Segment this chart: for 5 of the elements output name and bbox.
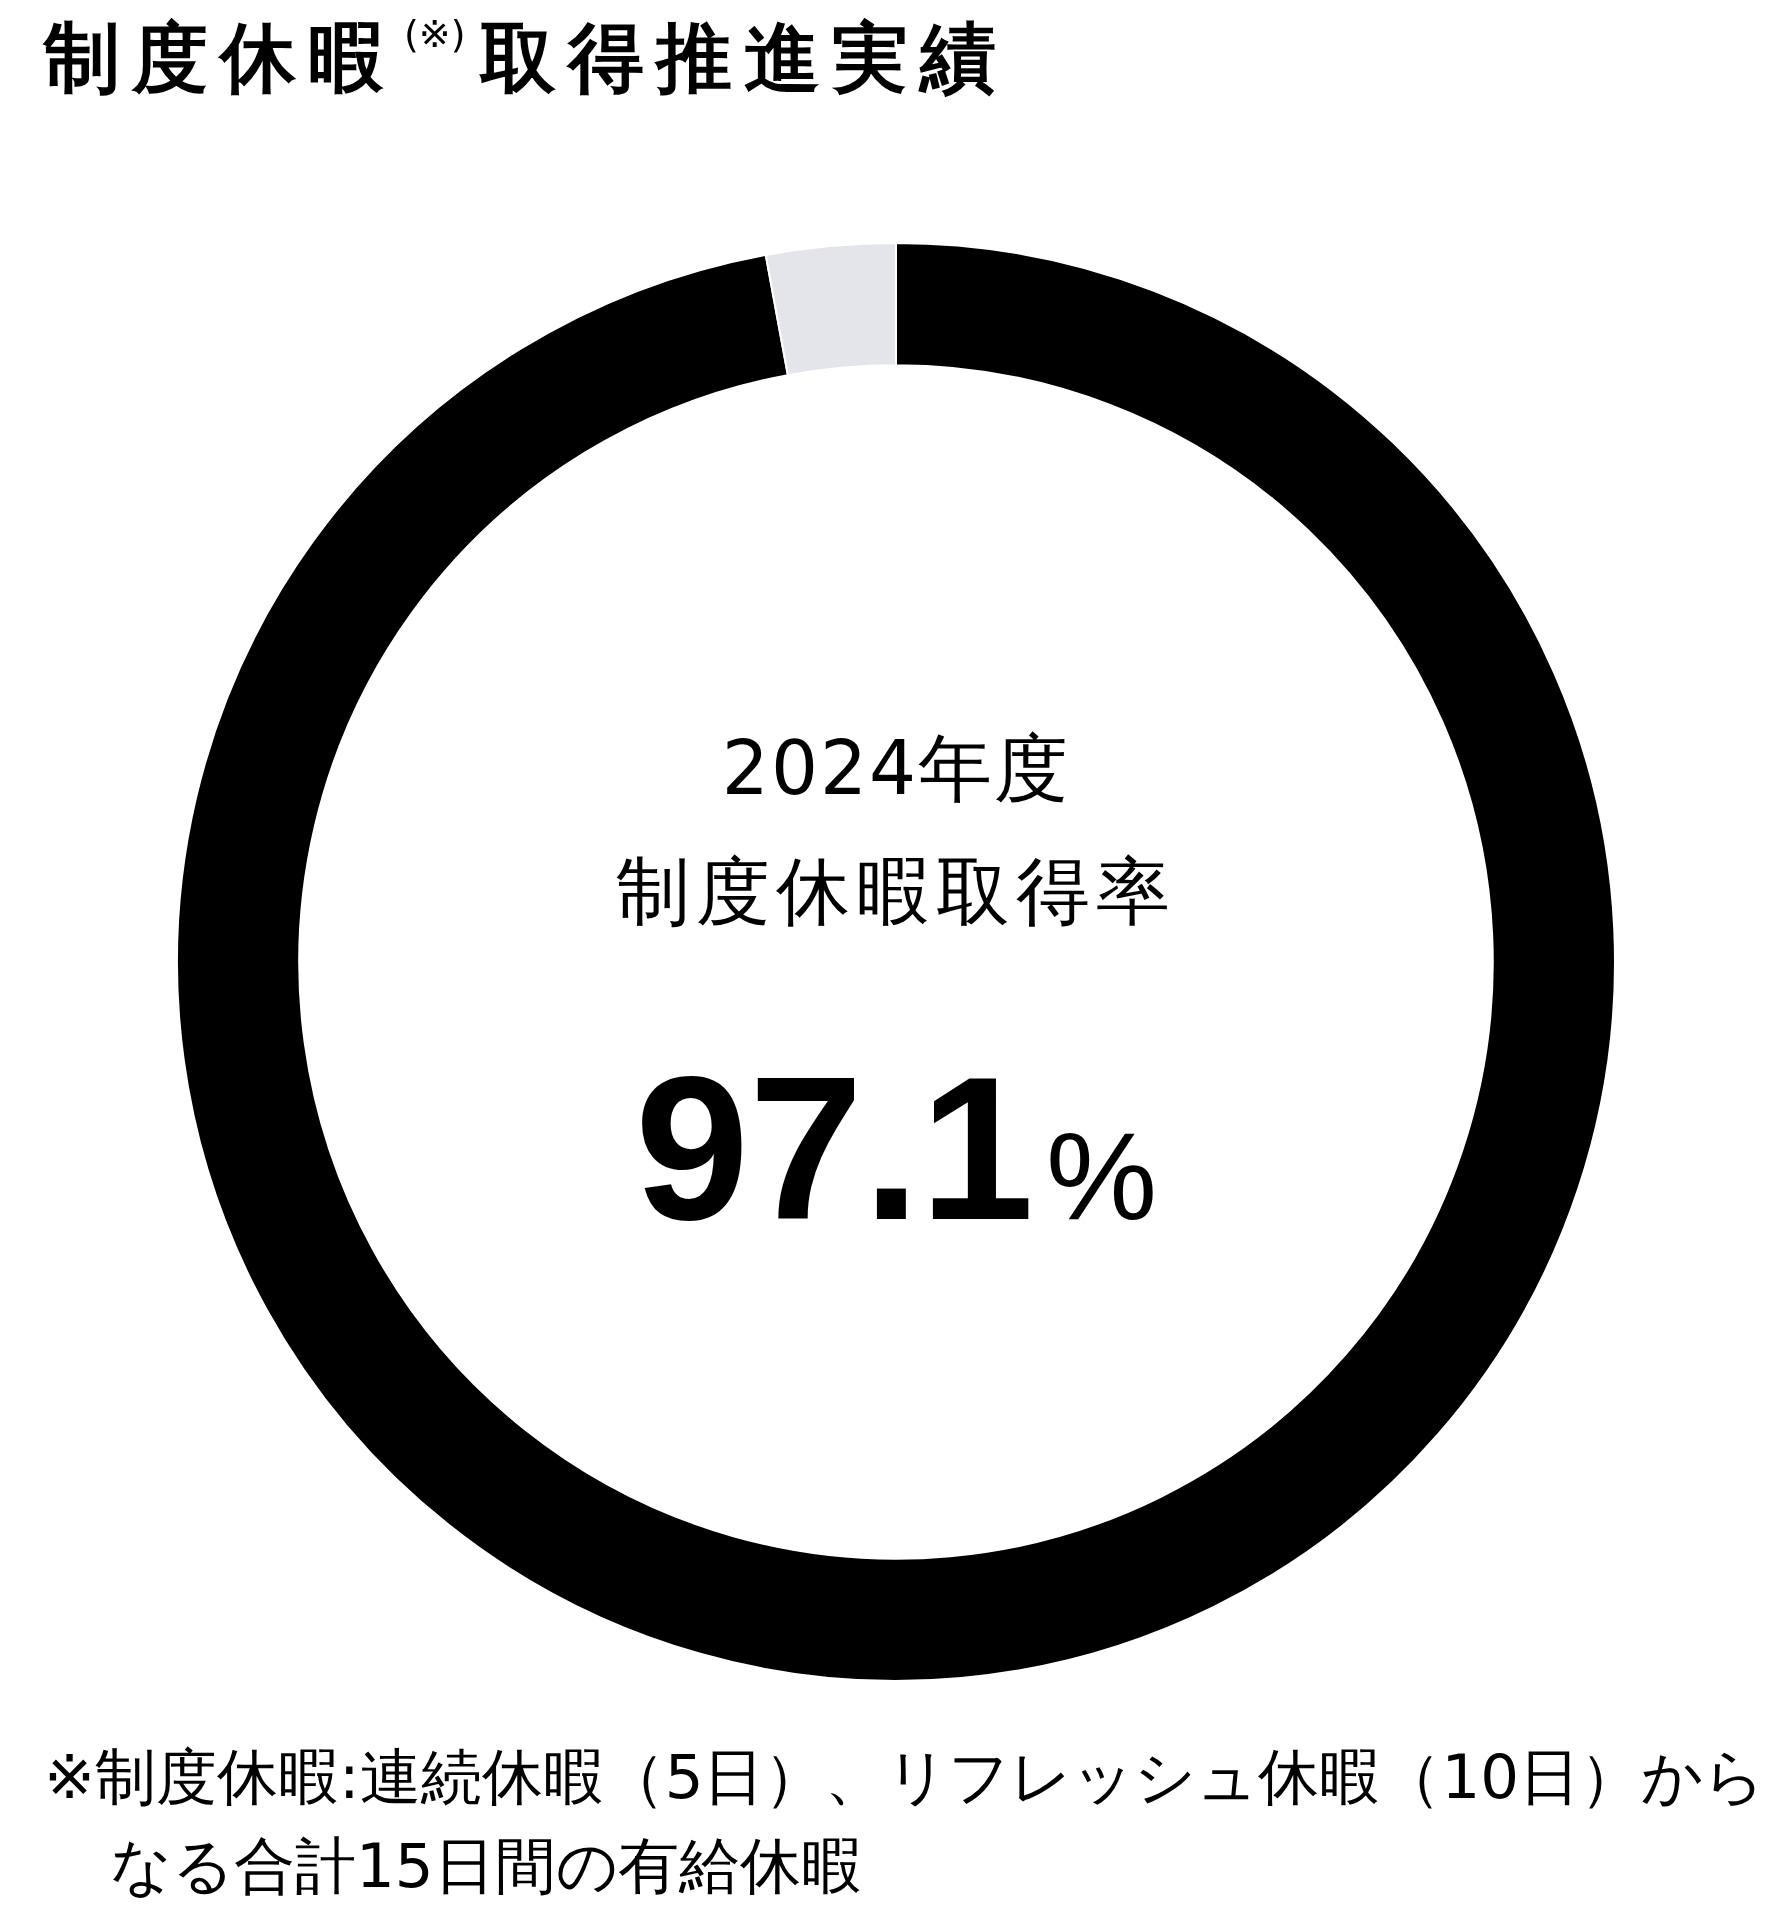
chart-title: 制度休暇$^{(※)}$取得推進実績 <box>44 12 1008 104</box>
data-label: 97.1% <box>634 1032 1158 1262</box>
text: ※制度休暇:連続休暇（5日）、リフレッシュ休暇（10日）からなる合計15日間の有給休暇 <box>44 1740 1767 1903</box>
text: 2024年度 <box>720 725 1072 811</box>
text: 制度休暇取得率 <box>615 848 1177 934</box>
